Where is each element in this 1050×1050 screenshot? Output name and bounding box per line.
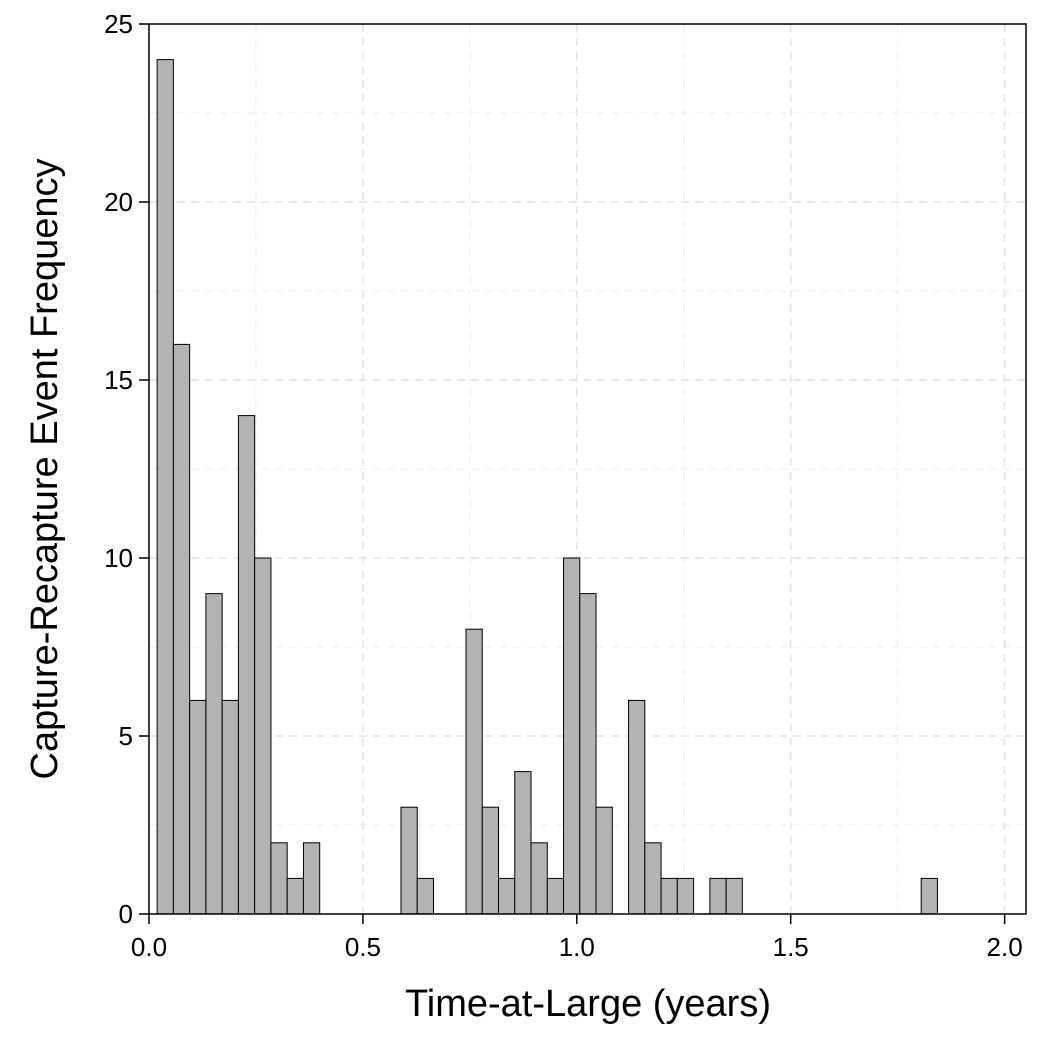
histogram-bar [205,593,223,915]
histogram-bar [628,699,646,915]
histogram-bar [416,877,434,915]
histogram-bar [254,557,272,915]
x-axis: 0.0 0.5 1.0 1.5 2.0 [131,914,1023,962]
histogram-bar [514,771,532,915]
histogram-bar [498,877,516,915]
plot-frame [148,23,1027,915]
histogram-bar [286,877,304,915]
histogram-bar [563,557,581,915]
histogram-bar [579,593,597,915]
x-axis-title: Time-at-Large (years) [405,983,771,1025]
histogram-bar [709,877,727,915]
y-tick-label: 15 [104,365,133,395]
x-tick-label: 1.0 [559,932,595,962]
bars [156,59,938,915]
histogram-bar [400,806,418,915]
histogram-bar [465,628,483,915]
histogram-bar [172,343,191,915]
x-tick-label: 0.0 [131,932,167,962]
histogram-bar [546,877,565,915]
histogram-bar [920,877,938,915]
y-tick-label: 10 [104,543,133,573]
histogram-bar [481,806,500,915]
histogram-bar [676,877,695,915]
histogram-bar [302,842,321,915]
histogram-bar [270,842,288,915]
histogram-bar [530,842,548,915]
y-axis-title: Capture-Recapture Event Frequency [24,159,66,780]
histogram-bar [595,806,613,915]
histogram-bar [660,877,678,915]
y-tick-label: 0 [119,899,133,929]
histogram-bar [725,877,743,915]
y-tick-label: 20 [104,187,133,217]
histogram-bar [644,842,662,915]
histogram-bar [237,415,256,915]
histogram-bar [189,699,207,915]
histogram-bar [221,699,239,915]
x-tick-label: 1.5 [773,932,809,962]
x-tick-label: 0.5 [345,932,381,962]
y-tick-label: 5 [119,721,133,751]
y-axis: 0 5 10 15 20 25 [104,9,149,929]
histogram-bar [156,59,174,915]
y-tick-label: 25 [104,9,133,39]
x-tick-label: 2.0 [987,932,1023,962]
